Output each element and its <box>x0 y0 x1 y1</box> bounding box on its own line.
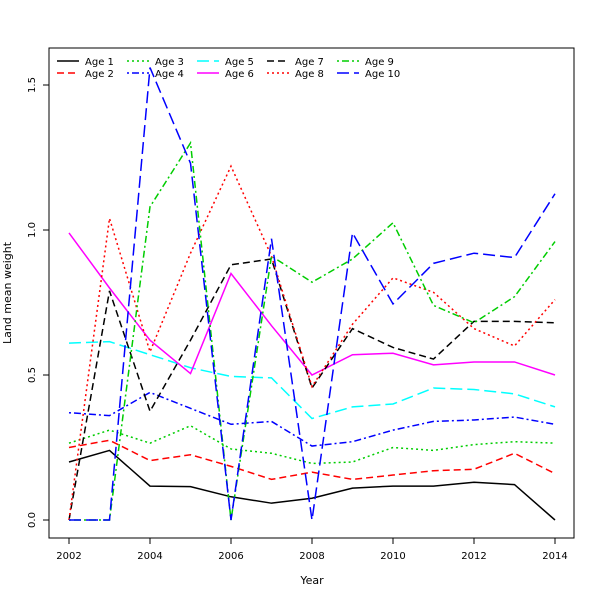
x-tick-label: 2014 <box>542 551 567 562</box>
y-tick-label: 0.0 <box>27 512 38 528</box>
legend-label: Age 6 <box>225 69 254 80</box>
y-axis-label: Land mean weight <box>1 241 14 344</box>
legend-label: Age 7 <box>295 57 324 68</box>
x-tick-label: 2004 <box>137 551 162 562</box>
series-line-age-10 <box>69 67 556 521</box>
legend-label: Age 1 <box>85 57 114 68</box>
y-tick-label: 1.5 <box>27 77 38 93</box>
series-layer <box>68 67 556 521</box>
legend-label: Age 10 <box>365 69 400 80</box>
series-line-age-7 <box>68 258 556 521</box>
x-tick-label: 2002 <box>56 551 81 562</box>
series-line-age-4 <box>68 391 556 447</box>
plot-frame <box>48 47 575 539</box>
series-line-age-6 <box>68 232 556 376</box>
legend-label: Age 2 <box>85 69 114 80</box>
series-line-age-3 <box>68 424 556 465</box>
series-line-age-8 <box>68 164 556 521</box>
legend-label: Age 3 <box>155 57 184 68</box>
axes-layer: 2002 2004 2006 2008 2010 2012 2014 0.0 0.5 1.0 1.5 <box>27 77 568 562</box>
series-line-age-2 <box>68 439 556 481</box>
x-tick-label: 2008 <box>299 551 324 562</box>
y-tick-label: 0.5 <box>27 367 38 383</box>
y-tick-label: 1.0 <box>27 222 38 238</box>
x-tick-label: 2010 <box>380 551 405 562</box>
legend-label: Age 5 <box>225 57 254 68</box>
x-tick-label: 2006 <box>218 551 243 562</box>
x-tick-label: 2012 <box>461 551 486 562</box>
series-line-age-9 <box>69 140 556 521</box>
series-line-age-1 <box>68 449 556 521</box>
legend-label: Age 4 <box>155 69 184 80</box>
x-axis-label: Year <box>299 574 324 587</box>
legend-label: Age 9 <box>365 57 394 68</box>
series-line-age-5 <box>68 340 556 420</box>
legend-label: Age 8 <box>295 69 324 80</box>
